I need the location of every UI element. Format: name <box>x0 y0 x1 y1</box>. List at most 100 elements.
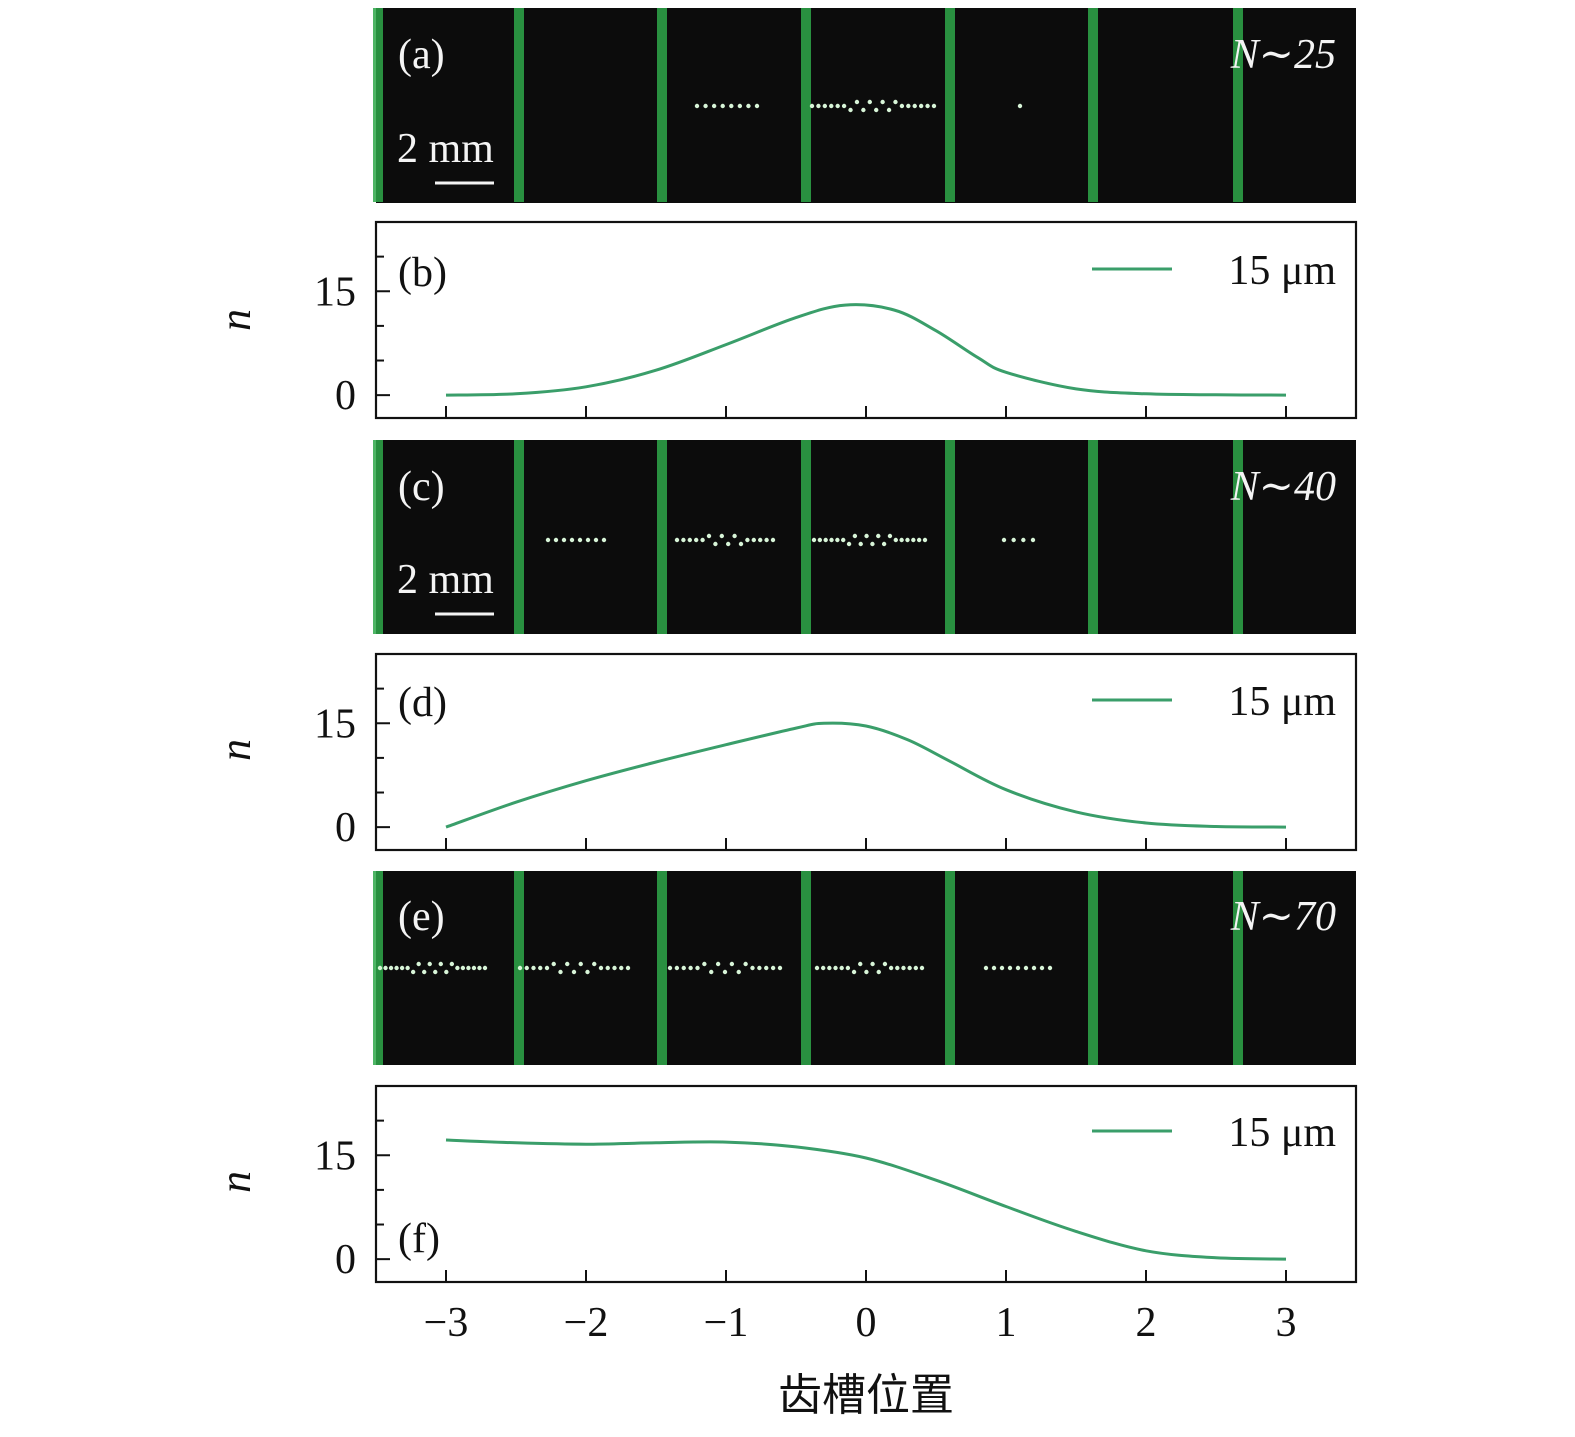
particle <box>848 107 853 113</box>
tooth-stripe <box>657 8 667 202</box>
legend-label: 15 μm <box>1228 1110 1336 1156</box>
particle <box>864 533 869 539</box>
particle <box>854 99 860 105</box>
particle <box>569 537 575 543</box>
tooth-stripe <box>1233 8 1243 202</box>
particle <box>822 103 828 109</box>
scale-bar-label: 2 mm <box>397 126 494 172</box>
particle <box>427 961 432 967</box>
particle <box>517 965 523 971</box>
particle <box>777 965 783 971</box>
y-tick-label: 15 <box>314 269 356 315</box>
y-axis-label: n <box>211 739 260 761</box>
tooth-stripe <box>1233 871 1243 1065</box>
tooth-stripe <box>657 440 667 634</box>
particle <box>558 969 563 975</box>
particle <box>482 965 488 971</box>
plot-frame <box>374 652 1358 852</box>
particle <box>736 969 741 975</box>
tooth-stripe <box>945 440 955 634</box>
tooth-stripe <box>1233 440 1243 634</box>
particle <box>887 533 893 539</box>
particle <box>895 965 900 971</box>
image-panel-label: (e) <box>398 894 445 940</box>
particle <box>861 107 866 113</box>
tooth-stripe <box>945 871 955 1065</box>
particle <box>870 961 875 967</box>
particle <box>867 99 872 105</box>
particle <box>841 537 846 543</box>
particle <box>999 965 1005 971</box>
legend-label: 15 μm <box>1228 248 1336 294</box>
tooth-stripe <box>1088 8 1098 202</box>
particle <box>383 965 388 971</box>
plot-panel-f: (f) n 15 μm 0 15 <box>211 1084 1358 1283</box>
particle <box>715 961 721 967</box>
particle <box>565 961 570 967</box>
particle <box>700 537 705 543</box>
particle <box>531 965 536 971</box>
y-tick-label: 15 <box>314 701 356 747</box>
particle <box>625 965 631 971</box>
particle <box>913 965 919 971</box>
particle <box>817 537 823 543</box>
particle <box>722 969 728 975</box>
particle <box>925 103 930 109</box>
particle <box>751 537 756 543</box>
particle <box>888 965 894 971</box>
particle <box>438 961 443 967</box>
particle <box>551 961 556 967</box>
tooth-stripe <box>1088 871 1098 1065</box>
particle <box>524 965 529 971</box>
tooth-stripe <box>801 871 811 1065</box>
particle <box>405 965 410 971</box>
particle <box>758 537 763 543</box>
particle <box>770 965 776 971</box>
particle <box>585 969 590 975</box>
particle <box>553 537 559 543</box>
particle <box>585 537 591 543</box>
particle <box>681 965 686 971</box>
particle <box>845 965 851 971</box>
particle <box>901 965 906 971</box>
x-tick-labels: −3 −2 −1 0 1 2 3 <box>424 1300 1297 1346</box>
particle <box>720 103 725 109</box>
particle <box>814 965 820 971</box>
tooth-stripe <box>373 8 383 202</box>
particle <box>612 965 617 971</box>
particle <box>746 103 751 109</box>
particle <box>1007 965 1013 971</box>
particle <box>455 965 460 971</box>
x-tick-label: 0 <box>856 1300 877 1346</box>
particle <box>713 541 718 547</box>
particle <box>416 961 421 967</box>
image-panel-c: (c) N∼40 2 mm <box>373 440 1356 634</box>
particle <box>422 969 427 975</box>
particle <box>694 103 700 109</box>
particle <box>719 533 724 539</box>
particle <box>893 537 898 543</box>
particle-count-label: N∼25 <box>1230 32 1336 78</box>
particle <box>592 961 597 967</box>
image-panel-e: (e) N∼70 <box>373 871 1356 1065</box>
plot-panel-d: (d) n 15 μm 0 15 <box>211 652 1358 852</box>
particle <box>876 533 881 539</box>
particle <box>709 969 714 975</box>
x-tick-label: −1 <box>704 1300 749 1346</box>
particle <box>601 537 607 543</box>
scale-bar-label: 2 mm <box>397 557 494 603</box>
particle <box>1031 965 1037 971</box>
particle <box>1021 537 1026 543</box>
tooth-stripe <box>801 8 811 202</box>
particle <box>732 533 737 539</box>
particle <box>916 537 922 543</box>
particle <box>466 965 471 971</box>
particle <box>737 103 743 109</box>
particle <box>864 969 869 975</box>
particle <box>1015 965 1021 971</box>
particle <box>388 965 394 971</box>
tooth-stripe <box>657 871 667 1065</box>
particle <box>674 965 680 971</box>
x-axis-label: 齿槽位置 <box>778 1370 954 1421</box>
particle <box>410 969 416 975</box>
